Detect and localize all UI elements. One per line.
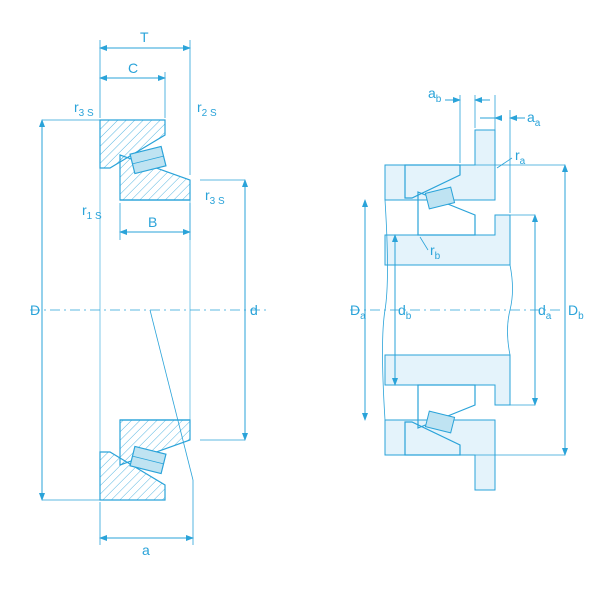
label-r1S: r1 S: [82, 202, 102, 222]
left-cross-section: D d: [30, 29, 270, 558]
right-mounting-view: Da db da Db ab aa ra rb: [350, 85, 584, 490]
label-C: C: [128, 60, 138, 76]
label-da: da: [538, 302, 552, 322]
label-ra: ra: [515, 147, 526, 167]
label-r2S: r2 S: [197, 99, 217, 119]
label-ab: ab: [428, 85, 442, 105]
label-r3S-top: r3 S: [74, 99, 94, 119]
label-r3S-right: r3 S: [205, 187, 225, 207]
label-T: T: [140, 29, 149, 45]
label-D: D: [30, 302, 40, 318]
label-a: a: [142, 542, 150, 558]
bearing-diagram: D d: [0, 0, 600, 600]
label-Da: Da: [350, 302, 366, 322]
label-db: db: [398, 302, 412, 322]
label-B: B: [148, 214, 157, 230]
label-d: d: [250, 302, 258, 318]
label-Db: Db: [568, 302, 584, 322]
label-aa: aa: [527, 109, 541, 129]
